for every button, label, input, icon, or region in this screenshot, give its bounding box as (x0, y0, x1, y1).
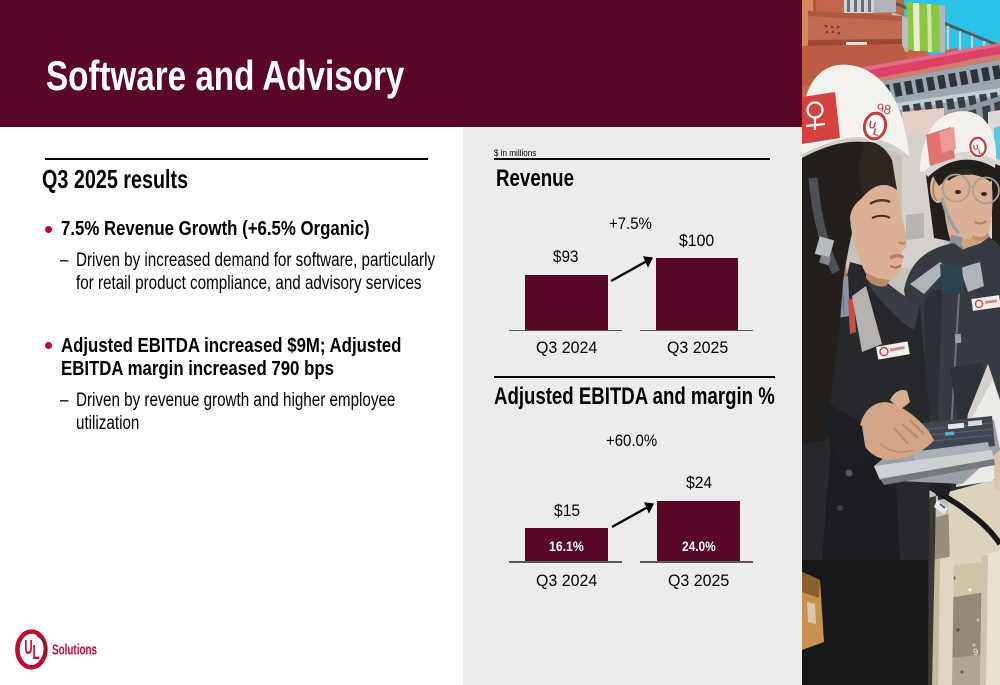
svg-text:U: U (972, 142, 979, 152)
svg-text:L: L (978, 146, 984, 156)
svg-text:U: U (867, 120, 877, 132)
svg-text:L: L (872, 127, 881, 139)
svg-text:L: L (33, 642, 40, 664)
svg-text:U: U (24, 637, 32, 659)
svg-text:Solutions: Solutions (52, 642, 97, 659)
